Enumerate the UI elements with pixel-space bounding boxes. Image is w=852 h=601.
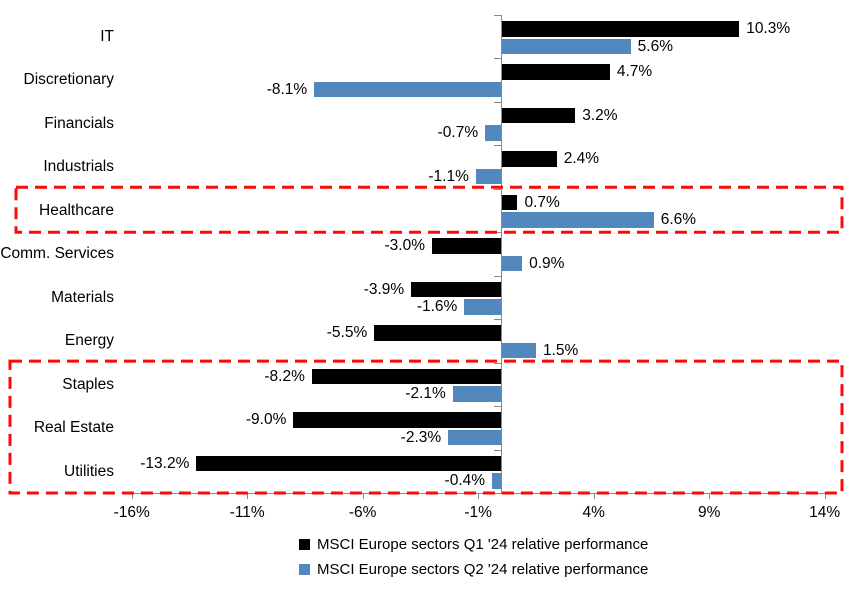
x-axis-tick-label: -16% [113,504,150,521]
bar-q1-comm-services [432,238,502,254]
x-axis-tick-label: -1% [464,504,492,521]
bar-q1-discretionary [501,64,610,80]
legend-label-q1: MSCI Europe sectors Q1 '24 relative perf… [317,536,649,553]
bar-q1-energy [374,325,502,341]
category-label-real-estate: Real Estate [33,419,114,437]
y-axis-tick [494,275,502,277]
bar-q2-financials [485,125,502,141]
value-label-q1-healthcare: 0.7% [524,193,560,211]
bar-q2-real-estate [448,429,502,446]
bar-q1-materials [411,281,502,298]
x-axis-tick [131,493,133,499]
value-label-q2-utilities: -0.4% [444,472,486,490]
y-axis-tick [494,188,502,190]
x-axis-tick [247,493,249,499]
bar-q2-comm-services [501,255,523,272]
category-label-materials: Materials [51,288,114,306]
x-axis-tick-label: 4% [582,504,605,521]
y-axis-tick [494,15,502,16]
value-label-q2-industrials: -1.1% [428,167,469,185]
x-axis-tick [709,493,711,499]
value-label-q1-comm-services: -3.0% [384,237,426,255]
value-label-q2-healthcare: 6.6% [660,211,697,229]
bar-q2-energy [501,342,536,359]
x-axis-tick [824,493,826,499]
value-label-q1-it: 10.3% [746,20,791,37]
value-label-q2-materials: -1.6% [416,298,458,316]
value-label-q1-financials: 3.2% [582,106,618,124]
legend-item-q1: MSCI Europe sectors Q1 '24 relative perf… [299,536,648,553]
y-axis-tick [494,319,502,321]
x-axis-tick-label: 14% [809,504,841,521]
legend-swatch-q1-icon [299,539,310,550]
value-label-q2-financials: -0.7% [437,124,479,142]
bar-q2-industrials [475,168,502,185]
y-axis-tick [494,449,502,451]
category-label-energy: Energy [64,332,114,350]
value-label-q1-industrials: 2.4% [563,150,600,168]
bar-q1-real-estate [293,412,502,428]
x-axis-tick [593,493,595,499]
y-axis-line [501,15,502,493]
x-axis-tick [362,493,364,499]
bar-q1-industrials [501,151,557,167]
y-axis-tick [494,493,502,494]
value-label-q2-energy: 1.5% [542,341,579,359]
x-axis-tick [478,493,480,499]
x-axis-tick-label: -11% [229,504,265,521]
y-axis-tick [494,362,502,364]
value-label-q1-energy: -5.5% [326,324,368,342]
value-label-q1-real-estate: -9.0% [245,411,287,429]
bar-q1-it [501,21,740,37]
value-label-q2-staples: -2.1% [405,385,446,403]
x-axis-tick-label: -6% [348,504,377,521]
bar-q2-materials [464,299,502,315]
x-axis-tick-label: 9% [697,504,721,521]
value-label-q2-discretionary: -8.1% [266,80,308,98]
category-label-utilities: Utilities [64,462,114,480]
category-label-comm-services: Comm. Services [0,245,114,263]
bar-q2-healthcare [501,212,654,228]
bar-q1-staples [311,368,502,385]
bar-q1-healthcare [501,194,518,211]
y-axis-tick [494,406,502,408]
y-axis-tick [494,232,502,234]
value-label-q2-real-estate: -2.3% [400,428,442,446]
chart-legend: MSCI Europe sectors Q1 '24 relative perf… [299,536,648,578]
bar-q1-financials [501,107,576,124]
category-label-healthcare: Healthcare [39,201,114,219]
category-label-discretionary: Discretionary [23,71,114,89]
category-label-industrials: Industrials [43,158,114,176]
category-label-it: IT [100,28,114,45]
value-label-q2-it: 5.6% [637,37,673,55]
value-label-q1-utilities: -13.2% [140,454,190,472]
value-label-q2-comm-services: 0.9% [529,254,565,272]
y-axis-tick [494,58,502,60]
y-axis-tick [494,145,502,147]
bar-q2-discretionary [314,81,502,98]
value-label-q1-staples: -8.2% [264,367,305,385]
legend-label-q2: MSCI Europe sectors Q2 '24 relative perf… [317,561,649,578]
bar-q2-it [501,38,631,54]
category-label-staples: Staples [62,375,114,393]
value-label-q1-materials: -3.9% [363,280,405,298]
bar-q2-staples [452,386,502,402]
legend-item-q2: MSCI Europe sectors Q2 '24 relative perf… [299,561,648,578]
bar-q2-utilities [492,473,502,489]
value-label-q1-discretionary: 4.7% [616,63,653,81]
category-label-financials: Financials [44,114,114,132]
y-axis-tick [494,101,502,103]
bar-q1-utilities [196,455,502,472]
legend-swatch-q2-icon [299,564,310,575]
